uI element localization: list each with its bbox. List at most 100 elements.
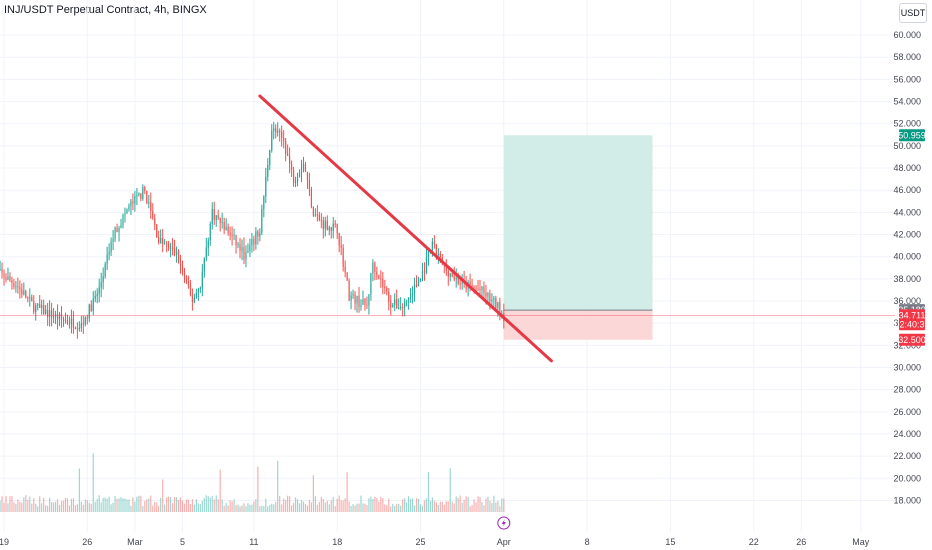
volume-bar <box>118 498 120 512</box>
volume-bar <box>259 506 261 512</box>
volume-bar <box>231 501 233 512</box>
candle-body <box>473 286 475 288</box>
volume-bar <box>199 504 201 512</box>
candle-body <box>249 245 251 251</box>
volume-bar <box>5 495 7 512</box>
volume-bar <box>175 497 178 512</box>
volume-bar <box>225 502 227 512</box>
candle-body <box>15 286 17 288</box>
volume-bar <box>360 495 362 512</box>
candle-body <box>493 297 495 300</box>
candle-body <box>419 279 422 282</box>
volume-bar <box>497 500 499 512</box>
volume-bar <box>485 498 487 512</box>
volume-bar <box>296 499 299 512</box>
volume-bar <box>128 499 130 512</box>
candle-body <box>304 163 307 172</box>
candle-body <box>328 227 330 231</box>
volume-bar <box>467 497 469 512</box>
candle-body <box>191 294 194 302</box>
candle-body <box>380 278 382 280</box>
candle-body <box>344 266 346 273</box>
candle-body <box>402 306 404 308</box>
volume-bar <box>112 502 114 512</box>
volume-bar <box>322 498 324 512</box>
volume-bar <box>493 495 495 512</box>
candle-body <box>56 314 59 320</box>
candle-body <box>324 220 326 229</box>
volume-bar <box>427 472 430 512</box>
currency-button[interactable]: USDT <box>899 3 927 23</box>
volume-bar <box>273 504 275 512</box>
y-tick-label: 38.000 <box>893 274 921 284</box>
volume-bar <box>247 503 249 512</box>
volume-bar <box>173 496 176 512</box>
candle-body <box>142 187 144 199</box>
volume-bar <box>227 505 229 512</box>
candle-body <box>82 323 84 325</box>
y-tick-label: 18.000 <box>893 495 921 505</box>
volume-bar <box>277 460 279 512</box>
volume-bar <box>330 500 332 512</box>
volume-bar <box>197 503 199 512</box>
x-tick-label: 26 <box>82 537 92 547</box>
candle-body <box>118 228 120 233</box>
candle-body <box>469 282 471 285</box>
candle-body <box>437 253 439 255</box>
volume-bar <box>356 503 358 512</box>
volume-bar <box>324 502 326 512</box>
candle-body <box>487 293 489 297</box>
volume-bar <box>68 505 71 512</box>
volume-bar <box>406 502 408 512</box>
volume-bar <box>253 501 255 512</box>
volume-bar <box>148 498 150 512</box>
candle-body <box>43 305 45 315</box>
candle-body <box>392 304 394 308</box>
candle-body <box>90 304 92 311</box>
volume-bar <box>162 479 164 512</box>
volume-bar <box>348 501 350 512</box>
candle-body <box>64 320 67 322</box>
candle-body <box>1 268 3 273</box>
volume-bar <box>183 503 186 512</box>
volume-bar <box>314 496 316 512</box>
volume-bar <box>469 506 471 512</box>
y-axis: 18.000 20.000 22.000 24.000 26.000 28.000 30.0… <box>893 30 921 505</box>
candle-body <box>60 313 63 319</box>
candle-body <box>120 225 122 229</box>
candle-body <box>114 227 116 239</box>
candle-body <box>185 278 188 282</box>
candle-body <box>62 318 65 321</box>
y-tick-label: 36.000 <box>893 296 921 306</box>
volume-bar <box>235 505 237 512</box>
candle-body <box>148 202 150 204</box>
candle-body <box>74 327 76 329</box>
candle-body <box>126 209 128 214</box>
candle-body <box>211 209 213 224</box>
candle-body <box>259 232 261 237</box>
volume-bar <box>425 498 428 512</box>
volume-bar <box>320 496 322 512</box>
volume-bar <box>215 495 217 512</box>
candle-body <box>144 187 146 191</box>
volume-bar <box>217 499 219 512</box>
candle-body <box>108 252 110 255</box>
volume-bar <box>398 503 400 512</box>
volume-bar <box>189 504 192 512</box>
candle-body <box>219 217 221 223</box>
candle-body <box>461 280 463 284</box>
candle-body <box>439 253 441 258</box>
x-tick-label: 22 <box>749 537 759 547</box>
candle-body <box>158 237 160 244</box>
volume-bar <box>255 498 257 512</box>
candle-body <box>338 233 340 246</box>
candle-body <box>447 270 449 277</box>
volume-bar <box>88 502 90 512</box>
volume-bar <box>134 501 136 512</box>
volume-bar <box>191 499 194 512</box>
volume-bar <box>245 506 247 512</box>
candle-body <box>433 241 435 245</box>
candle-body <box>449 273 451 277</box>
